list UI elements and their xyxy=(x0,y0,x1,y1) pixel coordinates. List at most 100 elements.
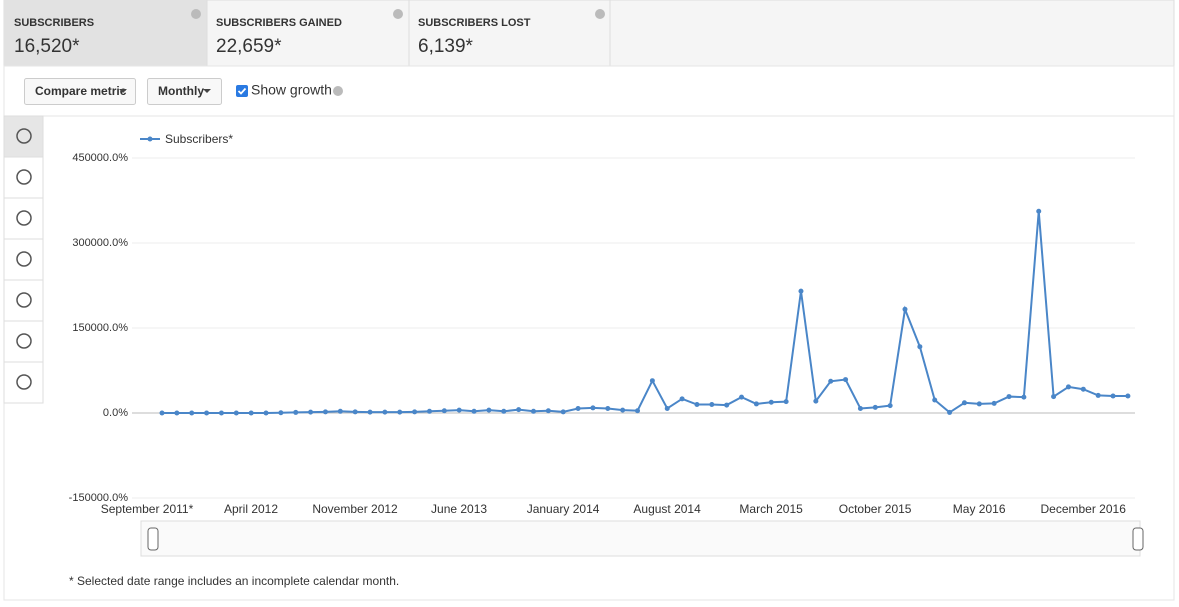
icon xyxy=(16,210,32,226)
data-point xyxy=(1065,384,1071,390)
x-tick-label: May 2016 xyxy=(953,502,1006,516)
metric-label: SUBSCRIBERS GAINED xyxy=(216,17,342,29)
data-point xyxy=(426,408,432,414)
navigator[interactable] xyxy=(140,520,1141,557)
chart-type-button[interactable] xyxy=(3,197,44,240)
icon xyxy=(16,333,32,349)
chart-type-button[interactable] xyxy=(3,238,44,281)
data-point xyxy=(1006,394,1012,400)
data-point xyxy=(174,410,180,416)
data-point xyxy=(441,408,447,414)
data-point xyxy=(545,408,551,414)
data-point xyxy=(278,410,284,416)
chart-type-button[interactable] xyxy=(3,279,44,322)
data-point xyxy=(516,407,522,413)
data-point xyxy=(456,407,462,413)
data-point xyxy=(1080,386,1086,392)
data-point xyxy=(976,401,982,407)
data-point xyxy=(1125,393,1131,399)
data-point xyxy=(798,288,804,294)
data-point xyxy=(843,377,849,383)
x-tick-label: November 2012 xyxy=(312,502,398,516)
data-point xyxy=(560,409,566,415)
data-point xyxy=(189,410,195,416)
data-point xyxy=(932,397,938,403)
growth-checkbox[interactable] xyxy=(236,85,248,97)
data-point xyxy=(1021,394,1027,400)
period-label: Monthly xyxy=(158,84,204,98)
data-point xyxy=(813,398,819,404)
navigator-handle[interactable] xyxy=(147,527,159,551)
chart-type-button[interactable] xyxy=(3,115,44,158)
metric-tab-active[interactable] xyxy=(4,0,207,66)
data-point xyxy=(337,408,343,414)
data-point xyxy=(694,402,700,407)
data-point xyxy=(352,409,358,415)
data-point xyxy=(308,409,314,415)
period-button[interactable] xyxy=(147,78,222,105)
data-point xyxy=(322,409,328,415)
data-point xyxy=(159,410,165,416)
y-tick-label: 450000.0% xyxy=(72,152,128,164)
x-tick-label: September 2011* xyxy=(101,502,194,516)
data-point xyxy=(753,401,759,407)
x-tick-label: December 2016 xyxy=(1040,502,1126,516)
x-tick-label: April 2012 xyxy=(224,502,278,516)
data-point xyxy=(397,409,403,415)
data-point xyxy=(204,410,210,416)
data-point xyxy=(486,407,492,413)
metric-label: SUBSCRIBERS LOST xyxy=(418,17,531,29)
data-point xyxy=(1051,394,1057,400)
help-icon xyxy=(191,9,201,19)
check xyxy=(237,87,247,95)
icon xyxy=(16,374,32,390)
icon xyxy=(16,128,32,144)
chart-type-button[interactable] xyxy=(3,361,44,404)
data-point xyxy=(828,378,834,384)
metric-label: SUBSCRIBERS xyxy=(14,17,94,29)
data-point xyxy=(664,405,670,411)
data-point xyxy=(887,403,893,409)
data-point xyxy=(1110,393,1116,399)
legend-label: Subscribers* xyxy=(165,132,233,146)
chart-type-button[interactable] xyxy=(3,320,44,363)
help-icon[interactable] xyxy=(333,86,343,96)
navigator-handle[interactable] xyxy=(1132,527,1144,551)
data-point xyxy=(412,409,418,415)
metric-value: 22,659* xyxy=(216,36,282,57)
data-point xyxy=(218,410,224,416)
data-point xyxy=(649,378,655,384)
data-point xyxy=(783,399,789,405)
data-point xyxy=(575,405,581,411)
x-tick-label: October 2015 xyxy=(839,502,912,516)
dropdown-arrow xyxy=(203,89,211,93)
y-tick-label: 150000.0% xyxy=(72,322,128,334)
data-point xyxy=(724,402,730,408)
y-tick-label: 0.0% xyxy=(103,407,128,419)
data-point xyxy=(1095,392,1101,398)
data-point xyxy=(263,410,269,416)
x-tick-label: August 2014 xyxy=(633,502,701,516)
chart-type-button[interactable] xyxy=(3,156,44,199)
data-point xyxy=(947,409,953,415)
data-point xyxy=(471,408,477,414)
icon xyxy=(16,169,32,185)
data-point xyxy=(709,402,715,407)
compare-button[interactable] xyxy=(24,78,136,105)
help-icon xyxy=(393,9,403,19)
icon xyxy=(16,251,32,267)
chart-type-sidebar xyxy=(3,115,44,404)
dropdown-arrow xyxy=(119,89,127,93)
metric-value: 6,139* xyxy=(418,36,474,57)
data-point xyxy=(531,408,536,414)
compare-label: Compare metric xyxy=(35,84,127,98)
data-point xyxy=(991,400,997,406)
data-point xyxy=(590,405,596,411)
data-point xyxy=(501,408,507,414)
data-point xyxy=(620,407,626,413)
metrics: SUBSCRIBERS 16,520* SUBSCRIBERS GAINED 22,6… xyxy=(14,9,605,57)
metric-value: 16,520* xyxy=(14,36,80,57)
data-point xyxy=(233,410,239,416)
